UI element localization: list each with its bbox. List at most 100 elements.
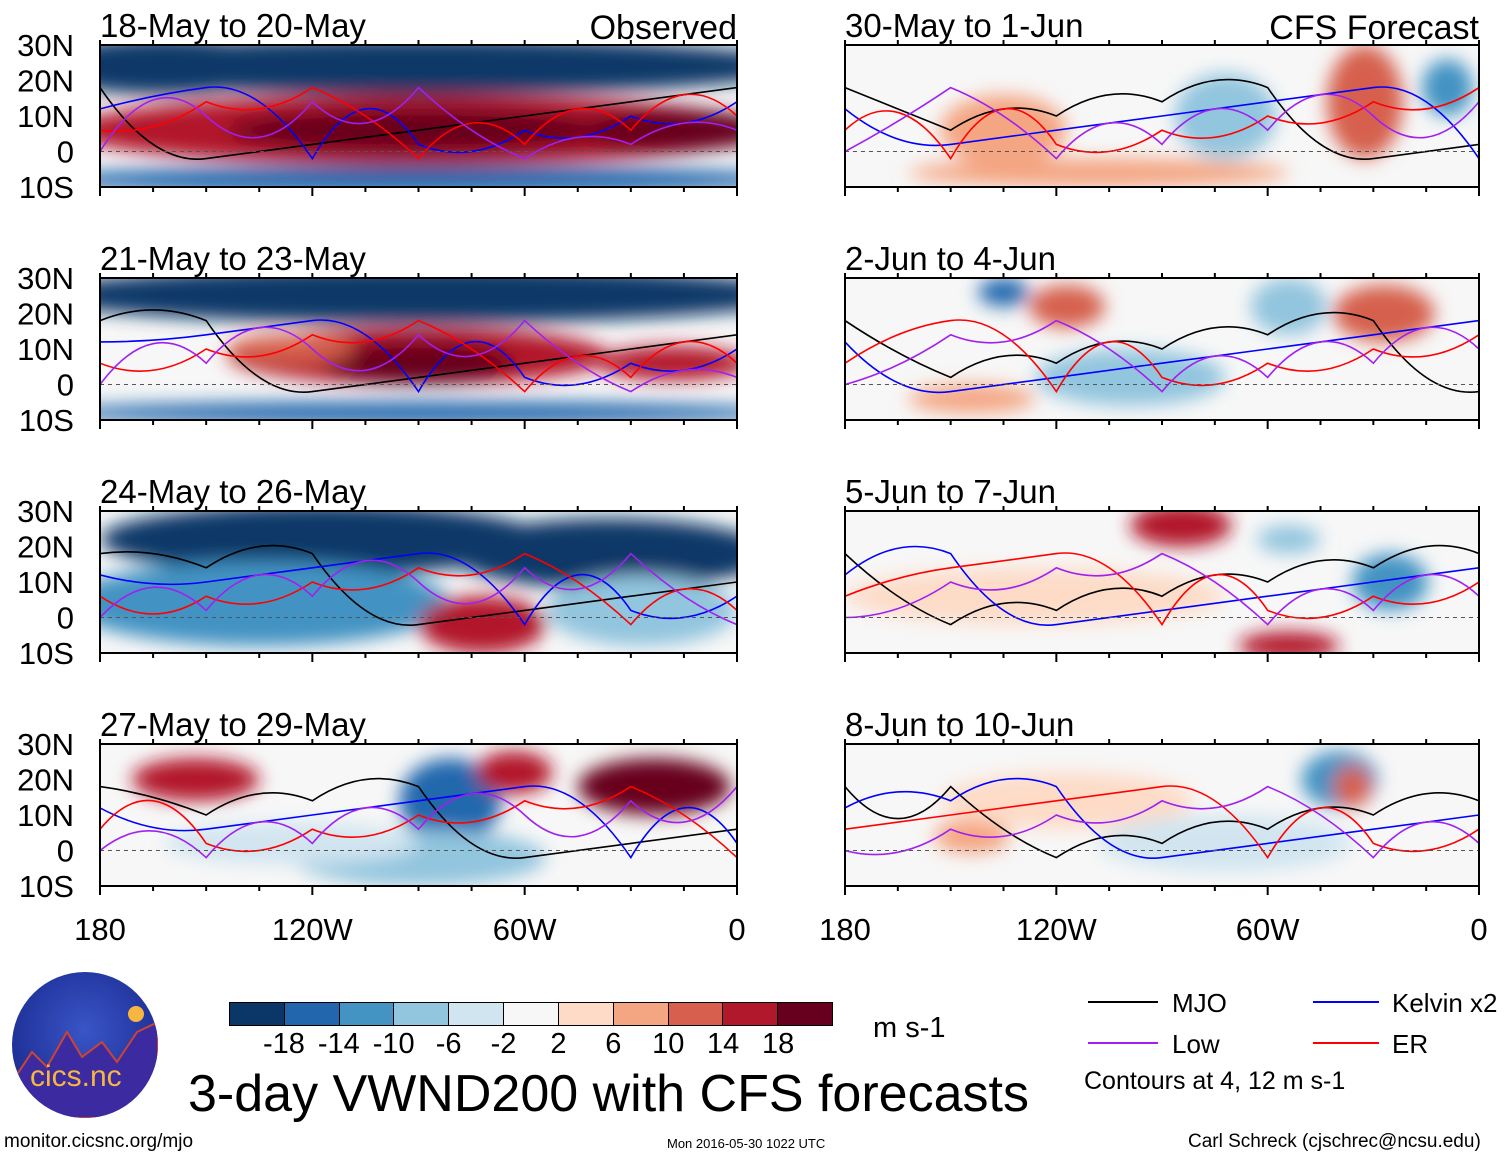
panel-title: 27-May to 29-May: [100, 706, 366, 743]
wind-anomaly-region: [908, 158, 1289, 187]
lat-tick-label: 0: [57, 135, 74, 170]
contour-low: [100, 786, 737, 859]
contour-er: [100, 552, 737, 626]
colorbar-swatch: [448, 1003, 504, 1025]
colorbar-tick-label: 18: [761, 1028, 795, 1060]
wind-anomaly-region: [577, 108, 737, 152]
chart-title: 3-day VWND200 with CFS forecasts: [188, 1065, 1029, 1123]
lat-tick-label: 10N: [17, 332, 74, 367]
wind-anomaly-region: [845, 567, 1226, 625]
wind-anomaly-region: [163, 822, 419, 865]
colorbar-swatch: [393, 1003, 449, 1025]
legend-line-er: [1313, 1042, 1379, 1044]
contour-kelvin: [100, 319, 737, 394]
wind-anomaly-region: [100, 165, 737, 187]
colorbar-tick-label: -6: [435, 1028, 462, 1060]
lat-tick-label: 10S: [19, 636, 74, 671]
contour-kelvin: [100, 785, 737, 860]
lat-tick-label: 10N: [17, 798, 74, 833]
contour-er: [845, 552, 1479, 627]
wind-anomaly-region: [1250, 278, 1327, 335]
colorbar-tick-label: 6: [605, 1028, 622, 1060]
wind-anomaly-region: [100, 511, 546, 575]
colorbar-tick-label: -10: [372, 1028, 415, 1060]
legend-label-low: Low: [1172, 1029, 1220, 1059]
colorbar-tick-label: 10: [652, 1028, 685, 1060]
wind-anomaly-region: [1333, 285, 1435, 342]
contour-low: [100, 552, 737, 626]
wind-anomaly-region: [322, 341, 515, 385]
contour-low: [845, 319, 1479, 393]
panel-title: 8-Jun to 10-Jun: [845, 706, 1074, 743]
wind-anomaly-region: [475, 751, 553, 794]
wind-anomaly-region: [227, 334, 355, 364]
footer-url[interactable]: monitor.cicsnc.org/mjo: [4, 1131, 194, 1152]
colorbar-swatch: [557, 1003, 613, 1025]
legend-label-er: ER: [1392, 1029, 1429, 1059]
wind-anomaly-region: [100, 560, 451, 646]
lon-tick-label: 180: [819, 912, 871, 947]
panel: 2-Jun to 4-Jun: [844, 240, 1480, 429]
contour-low: [845, 552, 1479, 626]
wind-anomaly-region: [1028, 285, 1105, 328]
wind-anomaly-region: [1421, 59, 1473, 116]
contour-kelvin: [845, 777, 1479, 859]
wind-anomaly-region: [418, 596, 546, 653]
contour-er: [845, 86, 1479, 161]
lat-tick-label: 0: [57, 601, 74, 636]
contour-note: Contours at 4, 12 m s-1: [1084, 1067, 1346, 1095]
colorbar-tick-label: -14: [317, 1028, 360, 1060]
contour-mjo: [845, 544, 1479, 626]
lat-tick-label: 0: [57, 368, 74, 403]
lat-tick-label: 30N: [17, 261, 74, 296]
lat-tick-label: 10S: [19, 403, 74, 438]
lat-tick-label: 10S: [19, 170, 74, 205]
lat-tick-label: 20N: [17, 530, 74, 565]
contour-mjo: [845, 78, 1479, 160]
wind-anomaly-region: [100, 401, 737, 420]
lat-tick-label: 20N: [17, 297, 74, 332]
colorbar-tick-label: 2: [550, 1028, 567, 1060]
colorbar-swatch: [283, 1003, 339, 1025]
column-label: CFS Forecast: [1269, 9, 1479, 47]
contour-mjo: [845, 785, 1479, 859]
panel-title: 2-Jun to 4-Jun: [845, 240, 1056, 277]
panel-title: 24-May to 26-May: [100, 473, 366, 510]
wind-anomaly-region: [940, 94, 1067, 166]
contour-kelvin: [845, 86, 1479, 160]
lat-tick-label: 10N: [17, 99, 74, 134]
legend-line-low: [1088, 1042, 1158, 1044]
panel-title: 5-Jun to 7-Jun: [845, 473, 1056, 510]
lon-tick-label: 0: [1470, 912, 1487, 947]
lon-tick-label: 120W: [272, 912, 354, 947]
panel-title: 21-May to 23-May: [100, 240, 366, 277]
panel: 5-Jun to 7-Jun: [844, 473, 1480, 662]
wind-anomaly-region: [100, 45, 292, 95]
lon-tick-label: 0: [728, 912, 745, 947]
contour-er: [845, 319, 1479, 394]
colorbar-tick-label: -2: [490, 1028, 517, 1060]
contour-kelvin: [845, 319, 1479, 394]
wind-anomaly-region: [596, 346, 737, 381]
lon-tick-label: 60W: [1236, 912, 1300, 947]
wind-anomaly-region: [978, 278, 1029, 307]
wind-anomaly-region: [1326, 45, 1403, 159]
contour-low: [100, 319, 737, 393]
lat-tick-label: 20N: [17, 763, 74, 798]
colorbar-swatch: [338, 1003, 394, 1025]
lat-tick-label: 20N: [17, 64, 74, 99]
wind-anomaly-region: [1333, 765, 1372, 808]
contour-mjo: [100, 86, 737, 160]
lat-tick-label: 30N: [17, 28, 74, 63]
contour-er: [100, 785, 737, 859]
cicsnc-logo: cics.nc: [12, 972, 158, 1118]
colorbar-tick-label: -18: [262, 1028, 305, 1060]
wind-anomaly-region: [933, 819, 1010, 854]
mountain-icon: [12, 1006, 158, 1118]
lon-tick-label: 60W: [493, 912, 557, 947]
colorbar-tick-label: 14: [707, 1028, 740, 1060]
